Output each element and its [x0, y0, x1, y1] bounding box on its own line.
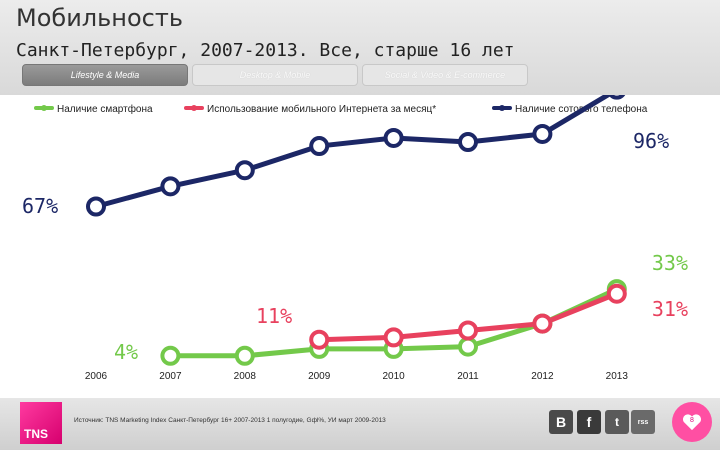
facebook-icon[interactable]: f [577, 410, 601, 434]
data-point-2-1 [160, 176, 181, 197]
legend-marker-0 [41, 105, 47, 111]
x-tick-2012: 2012 [531, 371, 554, 382]
legend-marker-2 [499, 105, 505, 111]
data-point-0-0 [160, 345, 181, 366]
source-note: Источник: TNS Marketing Index Санкт-Пете… [74, 417, 386, 424]
data-point-1-4 [606, 283, 627, 304]
x-tick-2006: 2006 [85, 371, 108, 382]
line-chart: Наличие смартфона Использование мобильног… [22, 95, 688, 382]
data-point-1-0 [309, 329, 330, 350]
value-label-0-first: 4% [114, 340, 138, 364]
value-label-2-last: 96% [633, 129, 669, 153]
x-tick-2009: 2009 [308, 371, 331, 382]
x-tick-2010: 2010 [382, 371, 405, 382]
chart-legend: Наличие смартфона Использование мобильног… [34, 103, 648, 115]
series-line-2 [95, 95, 613, 209]
data-point-2-5 [458, 132, 478, 153]
rss-icon[interactable]: rss [631, 410, 655, 434]
value-label-1-first: 11% [256, 304, 292, 328]
data-point-2-0 [86, 196, 106, 217]
value-label-2-first: 67% [22, 194, 58, 218]
legend-marker-1 [191, 105, 197, 111]
page-title: Мобильность [16, 4, 183, 32]
data-point-2-3 [309, 136, 330, 157]
value-label-1-last: 31% [652, 297, 688, 321]
x-tick-2007: 2007 [159, 371, 182, 382]
chart-points [86, 95, 627, 366]
x-tick-2008: 2008 [234, 371, 257, 382]
twitter-icon[interactable]: t [605, 410, 629, 434]
tab-desktop-mobile[interactable]: Desktop & Mobile [192, 64, 358, 86]
data-point-2-6 [532, 123, 553, 144]
tab-lifestyle-media[interactable]: Lifestyle & Media [22, 64, 188, 86]
data-point-1-1 [383, 327, 404, 348]
value-label-0-last: 33% [652, 251, 688, 275]
data-point-1-3 [532, 313, 553, 334]
x-axis-ticks: 2006 2007 2008 2009 2010 2011 2012 2013 [85, 371, 628, 382]
x-tick-2013: 2013 [606, 371, 629, 382]
page-subtitle: Санкт-Петербург, 2007-2013. Все, старше … [16, 40, 515, 61]
data-point-0-4 [458, 336, 478, 357]
heart-badge: 8 [672, 402, 712, 442]
tns-logo: TNS [20, 402, 62, 444]
data-point-0-1 [234, 345, 255, 366]
vk-icon[interactable]: B [549, 410, 573, 434]
data-point-2-4 [383, 127, 404, 148]
data-point-1-2 [458, 320, 478, 341]
legend-label-1: Использование мобильного Интернета за ме… [207, 103, 436, 115]
page-number: 8 [690, 417, 694, 424]
data-point-2-7 [608, 95, 626, 100]
data-point-2-2 [234, 160, 255, 181]
legend-label-0: Наличие смартфона [57, 103, 153, 115]
heart-icon: 8 [682, 412, 702, 432]
tab-bar: Lifestyle & Media Desktop & Mobile Socia… [22, 64, 528, 86]
tab-social-video-ecommerce[interactable]: Social & Video & E-commerce [362, 64, 528, 86]
x-tick-2011: 2011 [457, 371, 479, 382]
value-labels: 4% 33% 11% 31% 67% 96% [22, 129, 688, 364]
